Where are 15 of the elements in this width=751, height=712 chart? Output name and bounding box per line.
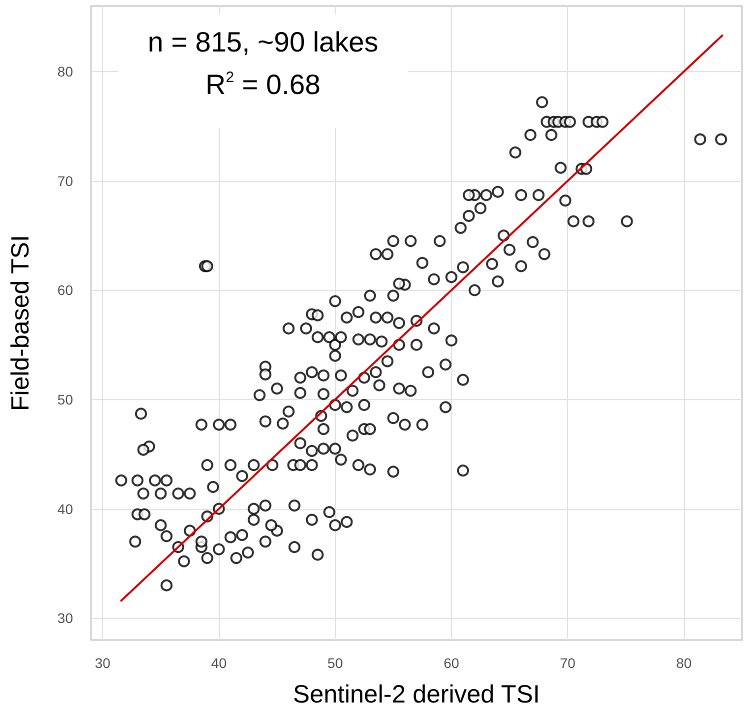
x-tick-label: 80 [676, 655, 692, 671]
x-axis-title: Sentinel-2 derived TSI [293, 680, 540, 708]
y-tick-label: 70 [57, 172, 74, 189]
y-tick-label: 40 [57, 500, 74, 517]
x-tick-label: 30 [94, 655, 111, 671]
x-tick-label: 70 [560, 655, 576, 671]
y-tick-label: 50 [57, 392, 74, 408]
x-tick-label: 50 [327, 655, 344, 671]
annotation: n = 815, ~90 lakes [148, 26, 378, 58]
x-tick-label: 40 [211, 655, 227, 671]
x-tick-label: 60 [444, 655, 460, 671]
y-tick-label: 60 [57, 282, 74, 298]
y-tick-label: 80 [57, 64, 74, 80]
y-tick-label: 30 [57, 610, 74, 626]
y-axis-title: Field-based TSI [6, 234, 34, 412]
